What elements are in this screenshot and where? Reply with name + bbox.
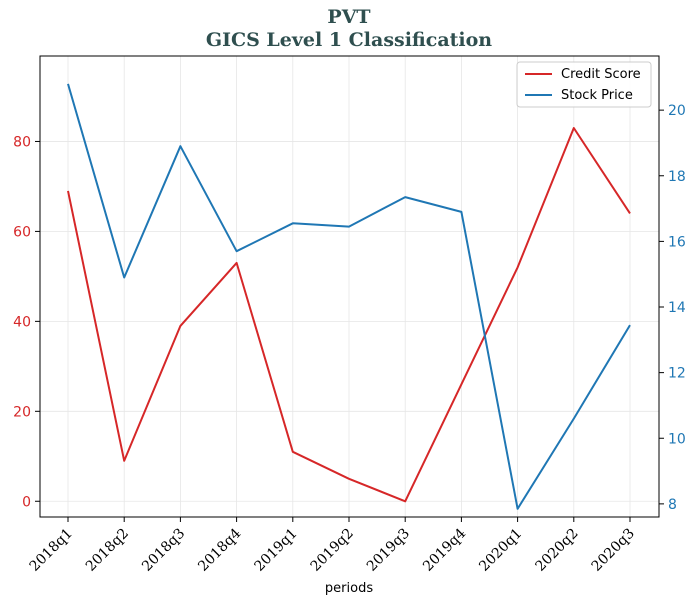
grid <box>40 56 659 517</box>
x-axis-label: periods <box>325 581 373 596</box>
x-axis: 2018q1 2018q2 2018q3 2018q4 2019q1 2019q2 2019… <box>27 517 638 575</box>
left-y-tick-label: 0 <box>22 494 31 510</box>
chart-title: PVT <box>327 6 370 28</box>
right-y-tick-label: 10 <box>668 431 686 447</box>
x-tick-label: 2018q1 <box>27 526 76 575</box>
left-y-tick-label: 20 <box>13 404 31 420</box>
right-y-tick-label: 16 <box>668 234 686 250</box>
x-tick-label: 2019q2 <box>308 526 357 575</box>
left-y-tick-label: 60 <box>13 224 31 240</box>
x-tick-label: 2018q2 <box>83 526 132 575</box>
right-y-tick-label: 20 <box>668 103 686 119</box>
legend-label-credit-score: Credit Score <box>561 67 641 82</box>
right-y-tick-label: 18 <box>668 169 686 185</box>
plot-frame <box>39 55 660 518</box>
right-axis: 8 10 12 14 16 18 20 <box>659 103 686 513</box>
legend-label-stock-price: Stock Price <box>561 88 633 103</box>
left-y-tick-label: 40 <box>13 314 31 330</box>
x-tick-label: 2020q1 <box>476 526 525 575</box>
chart-subtitle: GICS Level 1 Classification <box>206 29 492 51</box>
series-line-stock-price <box>67 83 631 510</box>
x-tick-label: 2018q3 <box>139 526 188 575</box>
x-tick-label: 2019q1 <box>251 526 300 575</box>
right-y-tick-label: 14 <box>668 300 686 316</box>
series-line-credit-score <box>67 127 631 503</box>
right-y-tick-label: 12 <box>668 366 686 382</box>
x-tick-label: 2018q4 <box>195 525 244 574</box>
left-y-tick-label: 80 <box>13 134 31 150</box>
legend: Credit Score Stock Price <box>516 61 652 108</box>
x-tick-label: 2019q3 <box>364 526 413 575</box>
series-layer <box>67 83 631 510</box>
left-axis: 0 20 40 60 80 <box>13 134 40 510</box>
x-tick-label: 2020q3 <box>589 526 638 575</box>
right-y-tick-label: 8 <box>668 497 677 513</box>
x-tick-label: 2019q4 <box>420 525 469 574</box>
x-tick-label: 2020q2 <box>532 526 581 575</box>
